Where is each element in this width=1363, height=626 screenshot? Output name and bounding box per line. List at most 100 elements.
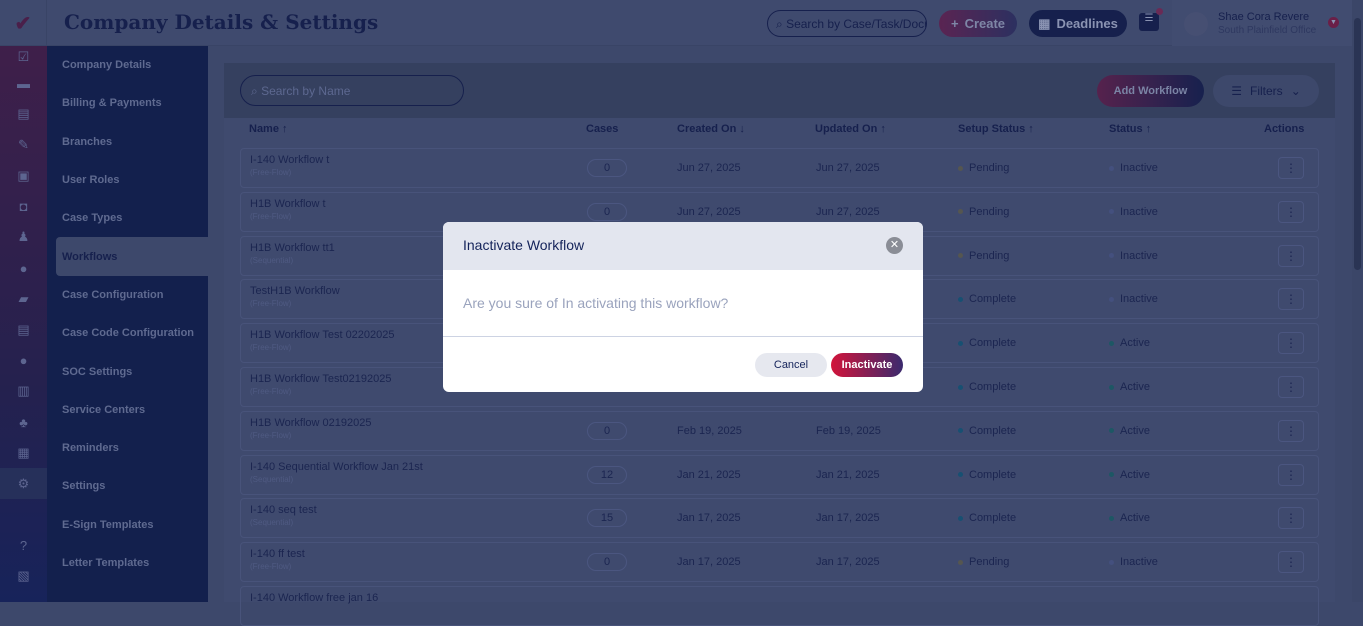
- submenu-item-case-types[interactable]: Case Types: [62, 212, 123, 225]
- submenu-item-case-configuration[interactable]: Case Configuration: [62, 288, 164, 301]
- top-bar: ✔ Company Details & Settings ⌕ Search by…: [0, 0, 1352, 46]
- workflow-type: (Free-Flow): [250, 562, 292, 572]
- status-dot: [958, 253, 963, 259]
- toolbar: ⌕ Search by Name Add Workflow ☰ Filters ⌄: [224, 63, 1335, 118]
- table-row[interactable]: I-140 Workflow free jan 16: [240, 586, 1319, 626]
- more-actions-icon[interactable]: ⋮: [1278, 332, 1304, 355]
- calendar-grid-icon[interactable]: ▦: [17, 444, 30, 460]
- header-setup-status[interactable]: Setup Status ↑: [958, 123, 1034, 135]
- name-search-input[interactable]: ⌕ Search by Name: [240, 75, 464, 106]
- setup-status: Complete: [958, 425, 1016, 437]
- workflow-name[interactable]: H1B Workflow Test02192025: [250, 373, 392, 385]
- chevron-down-icon[interactable]: ▼: [1328, 17, 1339, 28]
- submenu-item-e-sign-templates[interactable]: E-Sign Templates: [62, 518, 154, 531]
- status-dot: [958, 209, 963, 215]
- status-dot: [1109, 340, 1114, 346]
- edit-document-icon[interactable]: ✎: [18, 136, 29, 152]
- header-updated[interactable]: Updated On ↑: [815, 123, 886, 135]
- folder-icon[interactable]: ▰: [18, 290, 29, 306]
- workflow-name[interactable]: H1B Workflow t: [250, 197, 326, 210]
- status-dot: [1109, 515, 1114, 521]
- workflow-name[interactable]: I-140 Workflow free jan 16: [250, 592, 379, 604]
- submenu-item-reminders[interactable]: Reminders: [62, 442, 119, 455]
- app-logo[interactable]: ✔: [0, 0, 47, 46]
- status-badge: Inactive: [1109, 206, 1158, 218]
- workflow-name[interactable]: I-140 ff test: [250, 548, 305, 561]
- workflow-type: (Free-Flow): [250, 343, 292, 353]
- submenu-item-user-roles[interactable]: User Roles: [62, 174, 120, 187]
- more-actions-icon[interactable]: ⋮: [1278, 288, 1304, 311]
- gear-icon[interactable]: ⚙: [0, 468, 47, 500]
- workflow-name[interactable]: TestH1B Workflow: [250, 285, 340, 298]
- table-row[interactable]: I-140 ff test (Free-Flow) 0 Jan 17, 2025…: [240, 542, 1319, 583]
- certificate-icon[interactable]: ▣: [17, 167, 30, 183]
- more-actions-icon[interactable]: ⋮: [1278, 551, 1304, 574]
- scrollbar[interactable]: [1352, 0, 1363, 602]
- global-search-input[interactable]: ⌕ Search by Case/Task/Docu: [767, 10, 927, 37]
- clipboard-icon[interactable]: ◘: [19, 199, 28, 215]
- header-name[interactable]: Name ↑: [249, 123, 288, 135]
- receipt-icon[interactable]: ▥: [17, 383, 30, 399]
- workflows-panel: ⌕ Search by Name Add Workflow ☰ Filters ⌄ …: [224, 63, 1335, 626]
- status-dot: [958, 340, 963, 346]
- more-actions-icon[interactable]: ⋮: [1278, 463, 1304, 486]
- status-dot: [1109, 209, 1114, 215]
- workflow-name[interactable]: H1B Workflow Test 02202025: [250, 329, 395, 342]
- document-icon[interactable]: ▤: [17, 106, 30, 122]
- workflow-name[interactable]: I-140 seq test: [250, 504, 317, 517]
- submenu-item-billing-payments[interactable]: Billing & Payments: [62, 97, 162, 110]
- user-icon[interactable]: ●: [19, 353, 28, 369]
- table-row[interactable]: I-140 Sequential Workflow Jan 21st (Sequ…: [240, 454, 1319, 495]
- submenu-item-company-details[interactable]: Company Details: [62, 59, 152, 72]
- user-icon[interactable]: ●: [19, 260, 28, 276]
- table-row[interactable]: I-140 seq test (Sequential) 15 Jan 17, 2…: [240, 498, 1319, 539]
- scrollbar-thumb[interactable]: [1354, 18, 1361, 270]
- submenu-item-settings[interactable]: Settings: [62, 480, 106, 493]
- table-row[interactable]: H1B Workflow 02192025 (Free-Flow) 0 Feb …: [240, 410, 1319, 451]
- status-badge: Active: [1109, 381, 1150, 393]
- submenu-item-service-centers[interactable]: Service Centers: [62, 403, 146, 416]
- more-actions-icon[interactable]: ⋮: [1278, 157, 1304, 179]
- checklist-icon[interactable]: ☑: [17, 49, 30, 64]
- chat-icon[interactable]: ▬: [17, 75, 30, 91]
- create-button[interactable]: + Create: [939, 10, 1017, 37]
- submenu-item-soc-settings[interactable]: SOC Settings: [62, 365, 133, 378]
- user-menu[interactable]: Shae Cora Revere South Plainfield Office…: [1172, 0, 1352, 46]
- submenu-item-workflows[interactable]: Workflows: [56, 237, 208, 276]
- more-actions-icon[interactable]: ⋮: [1278, 200, 1304, 223]
- setup-status: Pending: [958, 250, 1009, 262]
- status-dot: [958, 472, 963, 478]
- inactivate-button[interactable]: Inactivate: [831, 353, 903, 377]
- workflow-name[interactable]: I-140 Sequential Workflow Jan 21st: [250, 460, 423, 473]
- updated-on: Jan 21, 2025: [816, 468, 880, 481]
- workflow-name[interactable]: H1B Workflow 02192025: [250, 416, 372, 429]
- submenu-item-case-code-configuration[interactable]: Case Code Configuration: [62, 327, 195, 340]
- settings-submenu: Company Details Billing & Payments Branche…: [47, 46, 208, 602]
- user-tie-icon[interactable]: ♟: [17, 229, 30, 245]
- more-actions-icon[interactable]: ⋮: [1278, 244, 1304, 267]
- submenu-item-branches[interactable]: Branches: [62, 135, 113, 148]
- table-row[interactable]: I-140 Workflow t (Free-Flow) 0 Jun 27, 2…: [240, 148, 1319, 188]
- filters-button[interactable]: ☰ Filters ⌄: [1213, 75, 1319, 107]
- more-actions-icon[interactable]: ⋮: [1278, 376, 1304, 398]
- status-dot: [1109, 559, 1114, 565]
- help-icon[interactable]: ?: [19, 537, 28, 553]
- submenu-item-letter-templates[interactable]: Letter Templates: [62, 557, 150, 569]
- notification-dot: [1156, 8, 1163, 15]
- team-icon[interactable]: ♣: [19, 414, 28, 430]
- workflow-name[interactable]: I-140 Workflow t: [250, 154, 330, 166]
- header-created[interactable]: Created On ↓: [677, 123, 745, 135]
- close-icon[interactable]: ✕: [886, 237, 903, 254]
- add-workflow-button[interactable]: Add Workflow: [1097, 75, 1204, 107]
- deadlines-button[interactable]: ▦ Deadlines: [1029, 10, 1127, 37]
- header-status[interactable]: Status ↑: [1109, 123, 1152, 135]
- cancel-button[interactable]: Cancel: [755, 353, 827, 377]
- created-on: Jan 21, 2025: [677, 468, 741, 481]
- more-actions-icon[interactable]: ⋮: [1278, 419, 1304, 442]
- more-actions-icon[interactable]: ⋮: [1278, 507, 1304, 530]
- book-icon[interactable]: ▧: [17, 568, 30, 584]
- plus-icon: +: [950, 16, 959, 31]
- messages-icon[interactable]: ☰: [1139, 8, 1163, 31]
- notes-icon[interactable]: ▤: [17, 321, 30, 337]
- workflow-name[interactable]: H1B Workflow tt1: [250, 241, 335, 254]
